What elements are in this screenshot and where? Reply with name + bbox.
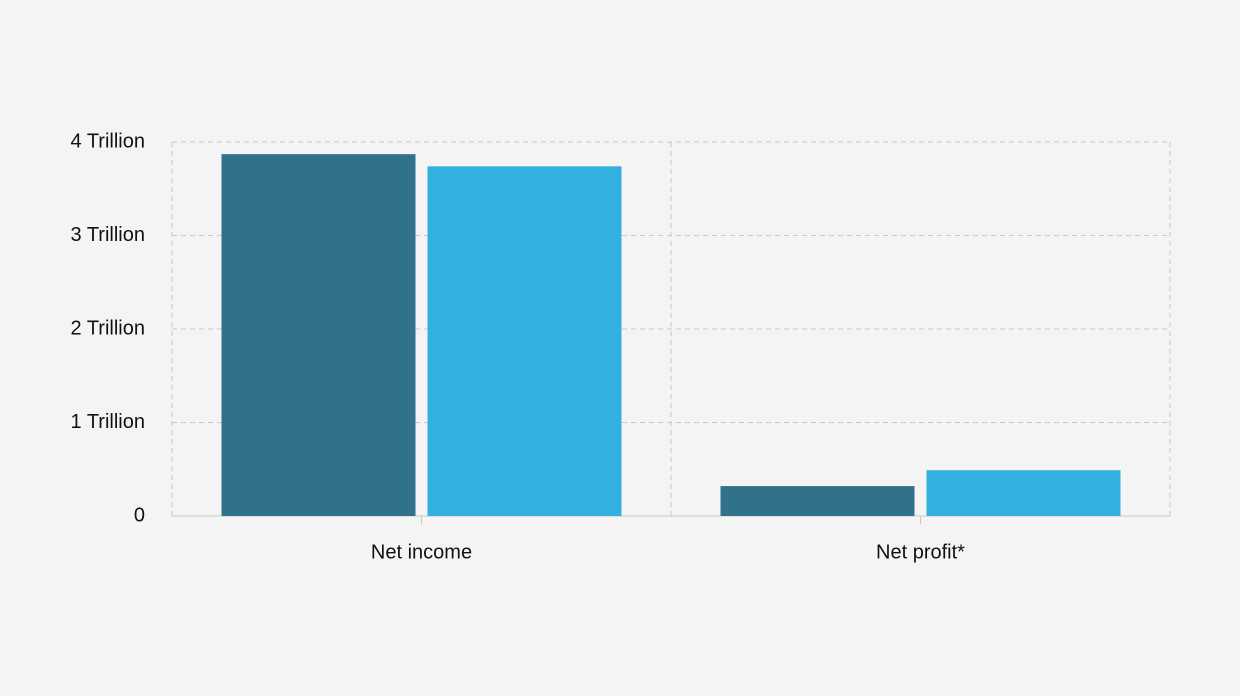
y-tick-label: 1 Trillion bbox=[71, 411, 145, 433]
bar bbox=[427, 166, 622, 516]
y-tick-label: 2 Trillion bbox=[71, 317, 145, 339]
x-tick-label: Net profit* bbox=[876, 541, 965, 563]
y-tick-label: 4 Trillion bbox=[71, 130, 145, 152]
y-tick-label: 3 Trillion bbox=[71, 224, 145, 246]
x-tick-label: Net income bbox=[371, 541, 472, 563]
y-tick-label: 0 bbox=[134, 504, 145, 526]
bar bbox=[926, 470, 1121, 516]
bar bbox=[221, 154, 416, 516]
bar bbox=[720, 486, 915, 516]
